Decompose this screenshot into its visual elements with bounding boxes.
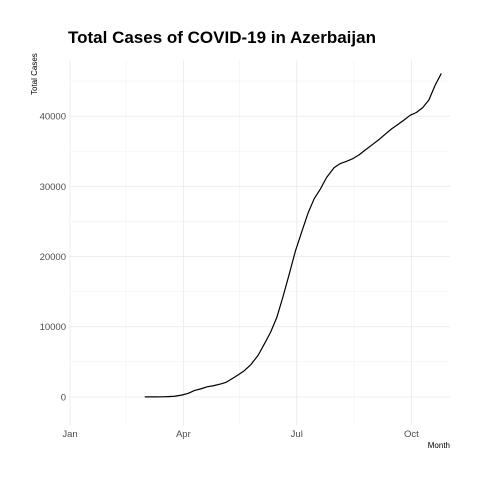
y-tick-label: 30000	[40, 182, 66, 193]
y-tick-label: 40000	[40, 112, 66, 123]
y-tick-label: 0	[61, 392, 66, 403]
y-tick-label: 20000	[40, 252, 66, 263]
x-axis-title: Month	[428, 441, 450, 450]
tick-labels: 0 10000 20000 30000 40000 Jan Apr Jul Oct	[40, 112, 420, 440]
series-layer	[144, 73, 442, 398]
x-tick-label: Apr	[176, 429, 191, 440]
series-line	[144, 73, 442, 398]
grid	[69, 60, 450, 425]
x-tick-label: Jul	[291, 429, 303, 440]
x-tick-label: Jan	[62, 429, 77, 440]
chart-title: Total Cases of COVID-19 in Azerbaijan	[68, 28, 376, 47]
y-axis-title: Total Cases	[30, 53, 39, 95]
y-tick-label: 10000	[40, 322, 66, 333]
x-tick-label: Oct	[404, 429, 419, 440]
